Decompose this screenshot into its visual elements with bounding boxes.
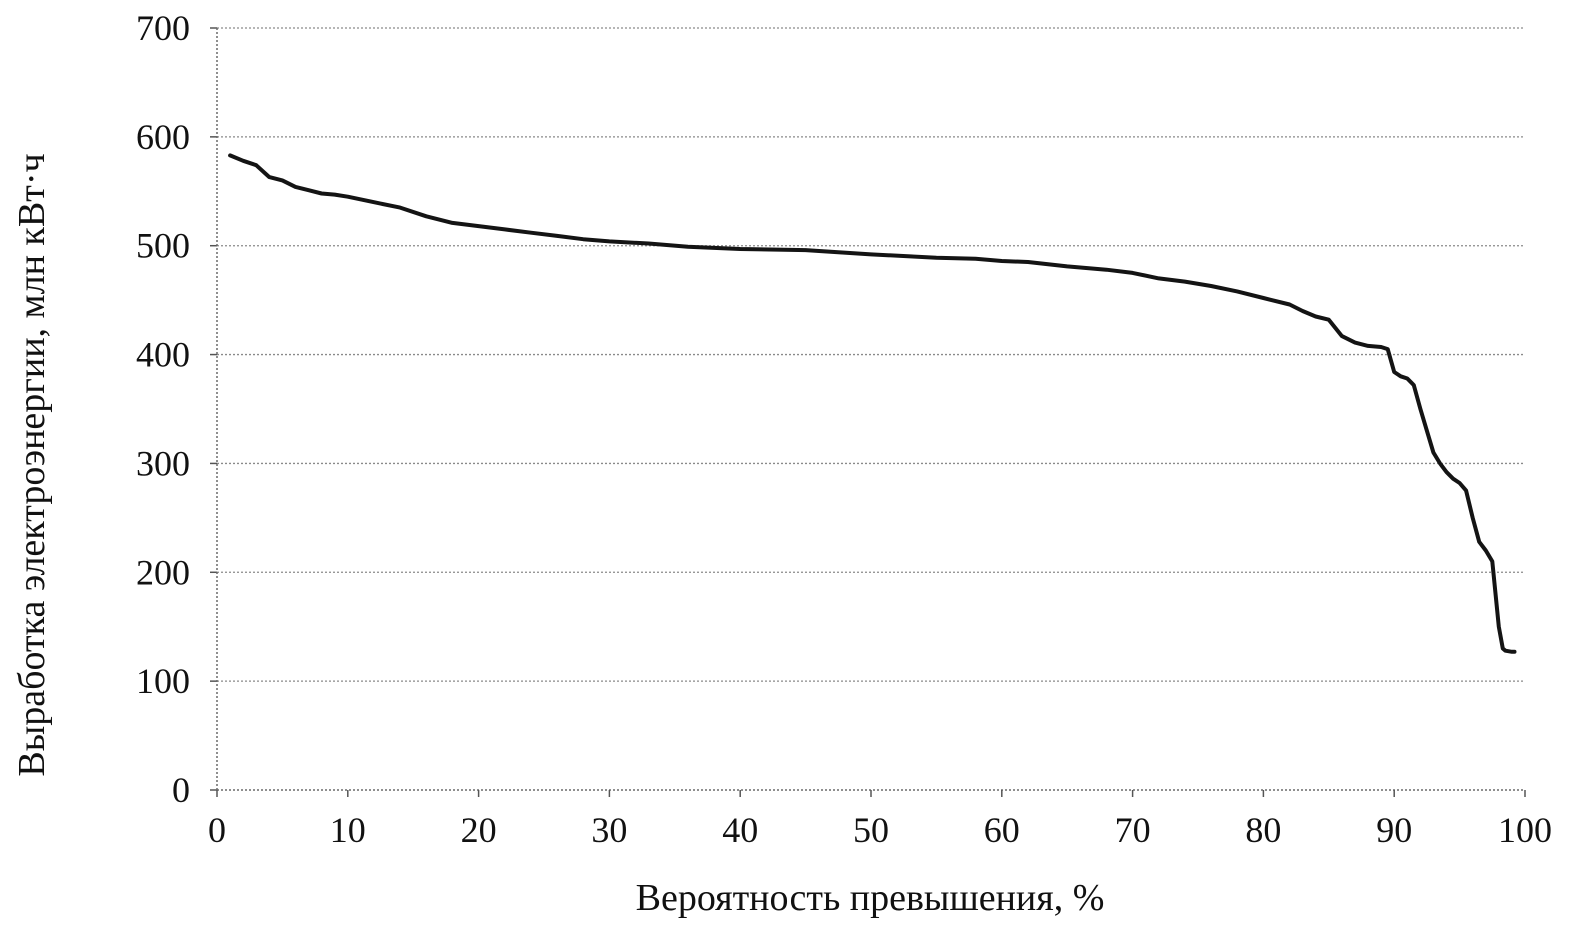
x-tick-label-90: 90 [1376,810,1412,850]
y-axis-title: Выработка электроэнергии, млн кВт·ч [11,153,53,776]
y-tick-label-300: 300 [136,443,190,483]
x-axis-title: Вероятность превышения, % [636,877,1105,919]
x-tick-label-70: 70 [1115,810,1151,850]
y-tick-label-100: 100 [136,661,190,701]
y-tick-label-500: 500 [136,226,190,266]
x-tick-label-0: 0 [208,810,226,850]
series-line-0 [228,153,1517,654]
y-tick-label-700: 700 [136,8,190,48]
x-tick-label-20: 20 [461,810,497,850]
x-tick-label-60: 60 [984,810,1020,850]
x-tick-label-80: 80 [1245,810,1281,850]
x-tick-label-30: 30 [591,810,627,850]
label-layer: 0 100 200 300 400 500 600 700 0 10 20 30 40 50 60 70 80 9… [136,8,1552,850]
grid-layer [217,27,1525,682]
x-tick-label-40: 40 [722,810,758,850]
y-tick-label-0: 0 [172,770,190,810]
y-tick-label-400: 400 [136,335,190,375]
y-tick-label-600: 600 [136,117,190,157]
y-tick-label-200: 200 [136,552,190,592]
series-layer [228,153,1517,654]
axis-layer [210,27,1526,797]
x-tick-label-10: 10 [330,810,366,850]
x-tick-label-50: 50 [853,810,889,850]
x-tick-label-100: 100 [1498,810,1552,850]
